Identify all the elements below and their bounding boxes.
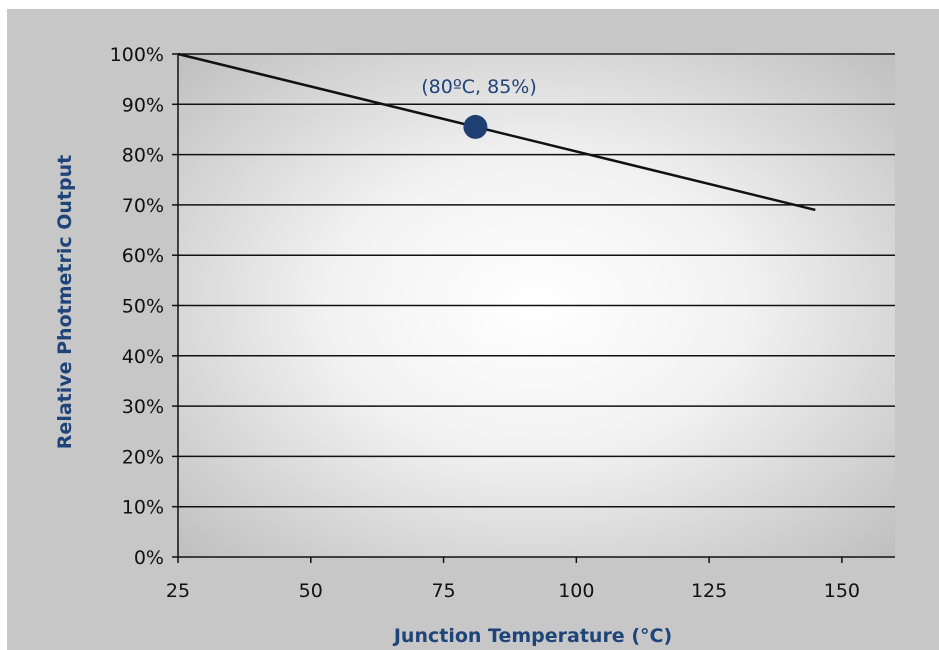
y-tick-label: 50% — [122, 296, 164, 318]
y-tick-label: 40% — [122, 346, 164, 368]
x-axis-title: Junction Temperature (°C) — [392, 625, 672, 647]
y-tick-label: 10% — [122, 497, 164, 519]
y-tick-label: 90% — [122, 94, 164, 116]
series-line — [177, 52, 816, 212]
x-tick-label: 75 — [431, 580, 455, 602]
x-tick-label: 100 — [558, 580, 594, 602]
grid-lines — [178, 53, 895, 508]
highlight-point-layer — [463, 114, 488, 139]
x-tick-label: 150 — [824, 580, 860, 602]
series — [177, 52, 816, 212]
x-ticks: 25 50 75 100 125 150 — [166, 557, 860, 602]
point-annotation: (80ºC, 85%) — [421, 76, 537, 98]
y-tick-label: 70% — [122, 195, 164, 217]
x-tick-label: 25 — [166, 580, 190, 602]
y-tick-label: 60% — [122, 245, 164, 267]
highlight-point — [463, 114, 488, 139]
y-tick-label: 20% — [122, 446, 164, 468]
y-tick-label: 100% — [110, 44, 164, 66]
x-tick-label: 125 — [691, 580, 727, 602]
y-tick-label: 30% — [122, 396, 164, 418]
y-axis-title: Relative Photmetric Output — [54, 155, 76, 449]
x-tick-label: 50 — [299, 580, 323, 602]
y-ticks: 0% 10% 20% 30% 40% 50% 60% 70% 80% 90% 100% — [110, 44, 178, 569]
y-tick-label: 80% — [122, 145, 164, 167]
y-tick-label: 0% — [134, 547, 164, 569]
